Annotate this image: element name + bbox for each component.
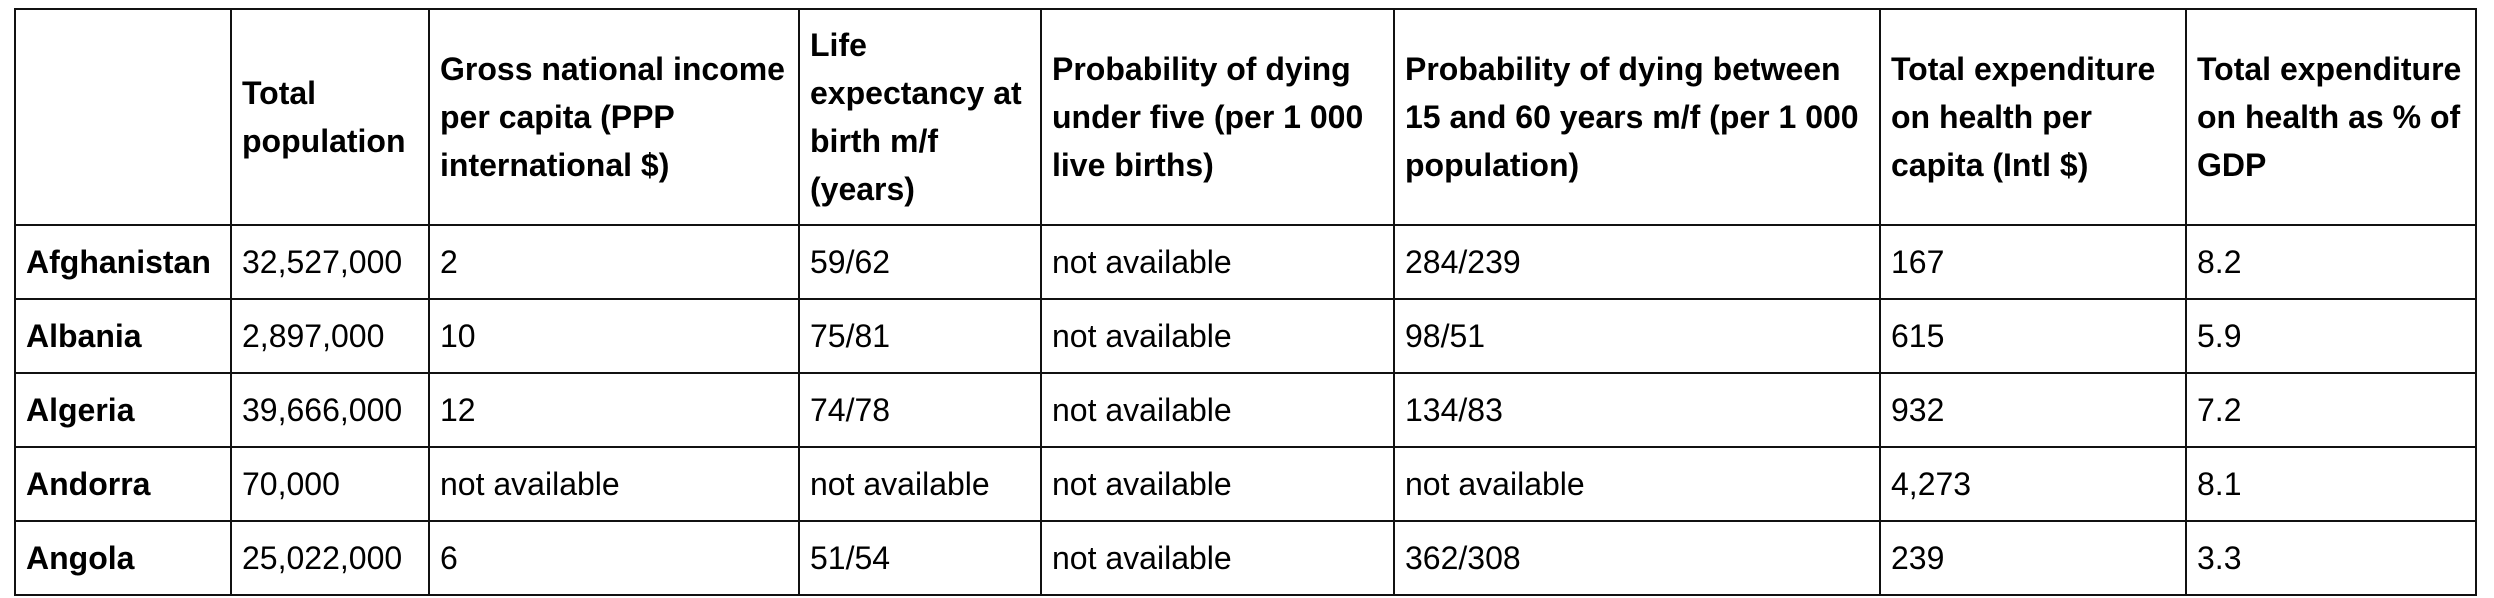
table-cell: 932: [1879, 372, 2187, 448]
table-cell: not available: [1040, 520, 1395, 596]
row-label-country: Albania: [14, 298, 232, 374]
table-cell: not available: [428, 446, 800, 522]
table-cell: 5.9: [2185, 298, 2477, 374]
table-row: Andorra 70,000 not available not availab…: [14, 446, 2477, 522]
header-cell-adult-mortality: Probability of dying between 15 and 60 y…: [1393, 8, 1881, 226]
header-cell-under-five-mortality: Probability of dying under five (per 1 0…: [1040, 8, 1395, 226]
table-cell: 167: [1879, 224, 2187, 300]
header-cell-total-population: Total population: [230, 8, 430, 226]
row-label-country: Afghanistan: [14, 224, 232, 300]
table-cell: 2,897,000: [230, 298, 430, 374]
table-cell: 8.2: [2185, 224, 2477, 300]
table-cell: 59/62: [798, 224, 1042, 300]
table-row: Afghanistan 32,527,000 2 59/62 not avail…: [14, 224, 2477, 300]
table-cell: 51/54: [798, 520, 1042, 596]
table-cell: 7.2: [2185, 372, 2477, 448]
table-cell: not available: [1040, 298, 1395, 374]
header-cell-gni-per-capita: Gross national income per capita (PPP in…: [428, 8, 800, 226]
table-cell: 70,000: [230, 446, 430, 522]
table-cell: 3.3: [2185, 520, 2477, 596]
header-cell-health-expenditure-per-capita: Total expenditure on health per capita (…: [1879, 8, 2187, 226]
header-row: Total population Gross national income p…: [14, 8, 2477, 226]
table-cell: 10: [428, 298, 800, 374]
header-cell-health-expenditure-gdp: Total expenditure on health as % of GDP: [2185, 8, 2477, 226]
table-cell: not available: [798, 446, 1042, 522]
row-label-country: Angola: [14, 520, 232, 596]
table-cell: 239: [1879, 520, 2187, 596]
table-cell: 284/239: [1393, 224, 1881, 300]
table-cell: not available: [1040, 372, 1395, 448]
row-label-country: Andorra: [14, 446, 232, 522]
table-cell: 98/51: [1393, 298, 1881, 374]
table-cell: 39,666,000: [230, 372, 430, 448]
row-label-country: Algeria: [14, 372, 232, 448]
table-cell: 4,273: [1879, 446, 2187, 522]
table-cell: not available: [1040, 224, 1395, 300]
table-cell: not available: [1393, 446, 1881, 522]
table-cell: 134/83: [1393, 372, 1881, 448]
table-cell: 32,527,000: [230, 224, 430, 300]
table-cell: 6: [428, 520, 800, 596]
table-cell: 75/81: [798, 298, 1042, 374]
table-cell: 2: [428, 224, 800, 300]
health-statistics-table: Total population Gross national income p…: [14, 8, 2477, 596]
table-cell: 25,022,000: [230, 520, 430, 596]
table-cell: 74/78: [798, 372, 1042, 448]
table-cell: 12: [428, 372, 800, 448]
table-cell: 8.1: [2185, 446, 2477, 522]
header-cell-life-expectancy: Life expectancy at birth m/f (years): [798, 8, 1042, 226]
table-cell: not available: [1040, 446, 1395, 522]
table-row: Angola 25,022,000 6 51/54 not available …: [14, 520, 2477, 596]
table-row: Albania 2,897,000 10 75/81 not available…: [14, 298, 2477, 374]
table-cell: 615: [1879, 298, 2187, 374]
table-cell: 362/308: [1393, 520, 1881, 596]
header-cell-country: [14, 8, 232, 226]
table-row: Algeria 39,666,000 12 74/78 not availabl…: [14, 372, 2477, 448]
